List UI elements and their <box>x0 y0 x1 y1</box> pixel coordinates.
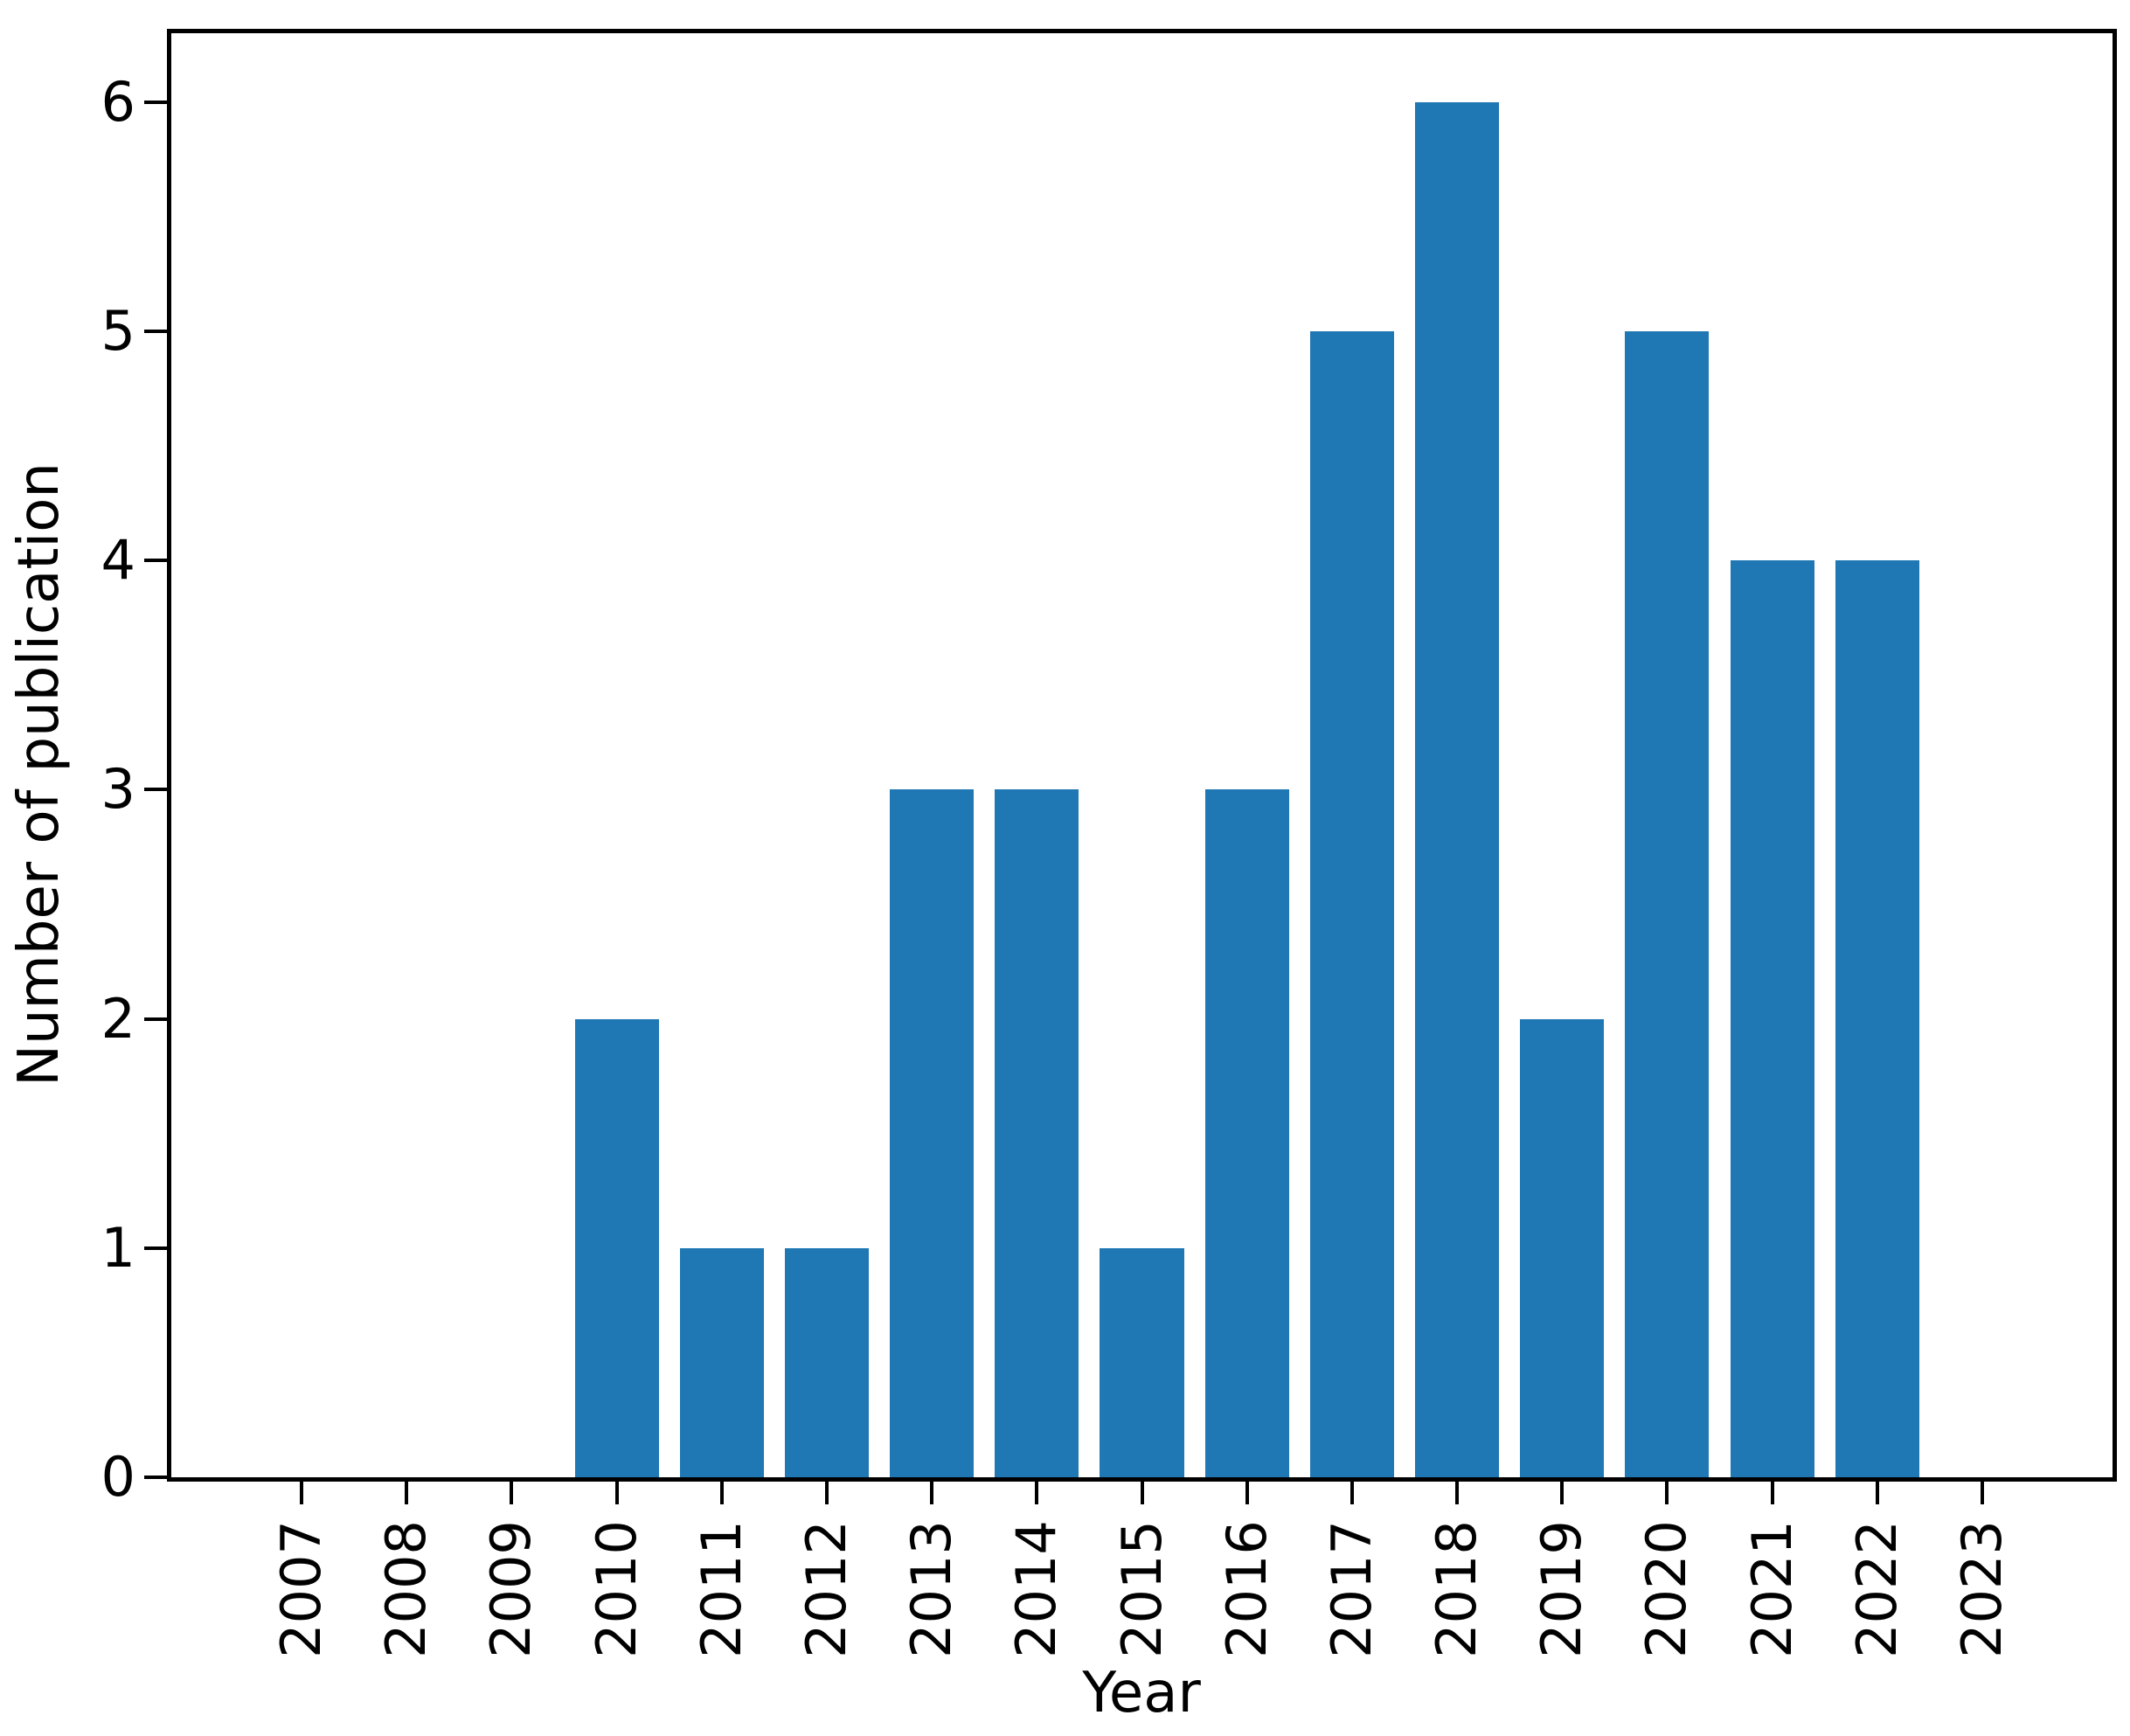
bar-2021 <box>1730 560 1814 1477</box>
x-tick-2009 <box>510 1482 514 1504</box>
bar-2017 <box>1309 330 1394 1477</box>
x-tick-label-2007: 2007 <box>269 1520 334 1658</box>
x-tick-label-2017: 2017 <box>1319 1520 1384 1658</box>
bar-2012 <box>784 1247 869 1477</box>
y-tick-5 <box>144 329 167 333</box>
y-tick-1 <box>144 1246 167 1250</box>
y-tick-0 <box>144 1476 167 1479</box>
bar-2015 <box>1100 1247 1184 1477</box>
y-tick-4 <box>144 559 167 563</box>
x-tick-2007 <box>300 1482 304 1504</box>
plot-area <box>167 29 2117 1482</box>
y-axis-title: Number of publication <box>7 462 72 1087</box>
x-tick-label-2010: 2010 <box>584 1520 649 1658</box>
x-axis-title: Year <box>1082 1661 1201 1726</box>
bar-2020 <box>1625 330 1710 1477</box>
y-tick-label-1: 1 <box>101 1215 135 1280</box>
x-tick-label-2023: 2023 <box>1949 1520 2014 1658</box>
y-tick-label-6: 6 <box>101 69 135 134</box>
bar-2014 <box>995 789 1079 1477</box>
x-tick-label-2020: 2020 <box>1634 1520 1699 1658</box>
x-tick-2008 <box>405 1482 409 1504</box>
x-tick-label-2016: 2016 <box>1214 1520 1279 1658</box>
x-tick-2021 <box>1770 1482 1774 1504</box>
bar-2013 <box>890 789 975 1477</box>
bar-2018 <box>1414 101 1500 1477</box>
y-tick-2 <box>144 1017 167 1021</box>
x-tick-2020 <box>1665 1482 1669 1504</box>
x-tick-2010 <box>614 1482 619 1504</box>
x-tick-label-2014: 2014 <box>1004 1520 1069 1658</box>
x-tick-label-2018: 2018 <box>1425 1520 1489 1658</box>
x-tick-2022 <box>1875 1482 1879 1504</box>
bar-2016 <box>1204 789 1289 1477</box>
x-tick-label-2009: 2009 <box>479 1520 544 1658</box>
x-tick-2011 <box>719 1482 724 1504</box>
x-tick-2012 <box>824 1482 829 1504</box>
x-tick-label-2013: 2013 <box>899 1520 964 1658</box>
y-tick-label-2: 2 <box>101 986 135 1051</box>
x-tick-2014 <box>1035 1482 1039 1504</box>
x-tick-2013 <box>930 1482 934 1504</box>
y-tick-label-4: 4 <box>101 528 135 593</box>
x-tick-2016 <box>1245 1482 1249 1504</box>
x-tick-label-2022: 2022 <box>1844 1520 1909 1658</box>
x-tick-2023 <box>1980 1482 1984 1504</box>
x-tick-2018 <box>1455 1482 1460 1504</box>
y-tick-3 <box>144 788 167 792</box>
y-tick-label-0: 0 <box>101 1445 135 1509</box>
x-tick-label-2012: 2012 <box>794 1520 858 1658</box>
x-tick-2019 <box>1560 1482 1565 1504</box>
x-tick-2015 <box>1140 1482 1144 1504</box>
bar-2022 <box>1835 560 1919 1477</box>
x-tick-label-2011: 2011 <box>689 1520 753 1658</box>
bar-2019 <box>1520 1018 1605 1477</box>
x-tick-2017 <box>1349 1482 1354 1504</box>
x-tick-label-2008: 2008 <box>374 1520 439 1658</box>
y-tick-label-3: 3 <box>101 757 135 822</box>
bar-2010 <box>574 1018 659 1477</box>
x-tick-label-2021: 2021 <box>1739 1520 1804 1658</box>
y-tick-label-5: 5 <box>101 298 135 363</box>
x-tick-label-2019: 2019 <box>1530 1520 1594 1658</box>
y-tick-6 <box>144 100 167 104</box>
x-tick-label-2015: 2015 <box>1109 1520 1174 1658</box>
bar-2011 <box>679 1247 764 1477</box>
